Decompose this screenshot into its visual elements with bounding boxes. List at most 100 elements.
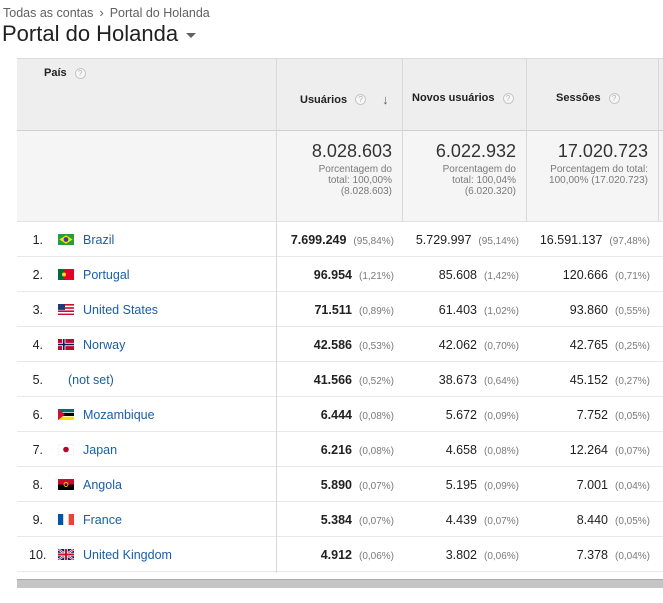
column-header-country[interactable]: País ?: [44, 67, 86, 79]
table-row: 4. Norway 42.586 (0,53%) 42.062 (0,70%) 42.765…: [17, 327, 663, 362]
users-percent: (1,21%): [358, 271, 394, 282]
column-header-new-users-label: Novos usuários: [412, 92, 495, 104]
horizontal-scrollbar[interactable]: [17, 579, 663, 588]
country-link[interactable]: United Kingdom: [83, 548, 172, 562]
new-users-value: 85.608: [438, 268, 477, 282]
sessions-percent: (0,05%): [614, 516, 650, 527]
help-circle-icon[interactable]: ?: [355, 94, 367, 105]
users-value: 42.586: [313, 338, 352, 352]
table-row: 1. Brazil 7.699.249 (95,84%) 5.729.997 (95,14…: [17, 222, 663, 257]
users-value: 7.699.249: [290, 233, 347, 247]
japan-flag-icon: [57, 443, 75, 456]
angola-flag-icon: [58, 479, 74, 490]
new-users-cell: 4.658 (0,08%): [446, 443, 519, 457]
sessions-cell: 7.378 (0,04%): [577, 548, 650, 562]
users-percent: (0,07%): [358, 481, 394, 492]
new-users-percent: (0,09%): [483, 411, 519, 422]
new-users-cell: 4.439 (0,07%): [446, 513, 519, 527]
country-link[interactable]: Japan: [83, 443, 118, 457]
country-link[interactable]: Mozambique: [83, 408, 155, 422]
arrow-down-icon[interactable]: ↓: [382, 92, 389, 107]
new-users-percent: (1,42%): [483, 271, 519, 282]
column-header-sessions-label: Sessões: [556, 92, 601, 104]
new-users-value: 5.672: [445, 408, 477, 422]
column-divider: [276, 58, 277, 573]
table-row: 6. Mozambique 6.444 (0,08%) 5.672 (0,09%) 7.75…: [17, 397, 663, 432]
sessions-value: 12.264: [569, 443, 608, 457]
new-users-cell: 61.403 (1,02%): [439, 303, 519, 317]
users-value: 4.912: [320, 548, 352, 562]
sessions-value: 7.378: [576, 548, 608, 562]
sessions-cell: 8.440 (0,05%): [577, 513, 650, 527]
table-row: 2. Portugal 96.954 (1,21%) 85.608 (1,42%) 120.…: [17, 257, 663, 292]
uk-flag-icon: [57, 548, 75, 561]
new-users-cell: 3.802 (0,06%): [446, 548, 519, 562]
norway-flag-icon: [58, 339, 74, 350]
report-table: País ? Usuários ? ↓ Novos usuários ? Ses…: [17, 58, 663, 573]
account-selector[interactable]: Portal do Holanda: [2, 21, 197, 47]
users-cell: 4.912 (0,06%): [321, 548, 394, 562]
help-circle-icon[interactable]: ?: [74, 67, 86, 79]
sessions-percent: (0,27%): [614, 376, 650, 387]
account-title[interactable]: Portal do Holanda: [2, 21, 179, 46]
sessions-value: 42.765: [569, 338, 608, 352]
help-circle-icon[interactable]: ?: [608, 92, 620, 104]
users-value: 41.566: [313, 373, 352, 387]
new-users-percent: (0,07%): [483, 516, 519, 527]
row-index: 3.: [32, 303, 43, 317]
chevron-right-icon: ›: [99, 5, 104, 20]
sessions-value: 45.152: [569, 373, 608, 387]
users-value: 5.384: [320, 513, 352, 527]
users-percent: (0,08%): [358, 411, 394, 422]
country-link[interactable]: United States: [83, 303, 159, 317]
country-link[interactable]: France: [83, 513, 122, 527]
total-sessions: 17.020.723 Porcentagem do total: 100,00%…: [532, 141, 648, 186]
country-link[interactable]: (not set): [68, 373, 114, 387]
country-link[interactable]: Brazil: [83, 233, 115, 247]
users-percent: (0,53%): [358, 341, 394, 352]
table-row: 5. (not set) 41.566 (0,52%) 38.673 (0,64%) 45.…: [17, 362, 663, 397]
new-users-cell: 42.062 (0,70%): [439, 338, 519, 352]
row-index: 5.: [32, 373, 43, 387]
sessions-cell: 12.264 (0,07%): [570, 443, 650, 457]
country-link[interactable]: Norway: [83, 338, 126, 352]
help-circle-icon[interactable]: ?: [502, 92, 514, 104]
table-row: 7. Japan 6.216 (0,08%) 4.658 (0,08%) 12.264 (0,…: [17, 432, 663, 467]
new-users-value: 4.439: [445, 513, 477, 527]
caret-down-icon[interactable]: [186, 33, 197, 38]
sessions-cell: 93.860 (0,55%): [570, 303, 650, 317]
new-users-value: 38.673: [438, 373, 477, 387]
sessions-cell: 120.666 (0,71%): [563, 268, 650, 282]
users-value: 6.216: [320, 443, 352, 457]
total-new-users-note-2: total: 100,04%: [452, 175, 516, 186]
table-row: 10. United Kingdom 4.912 (0,06%) 3.802 (0,06%…: [17, 537, 663, 572]
new-users-percent: (95,14%): [478, 236, 519, 247]
sessions-value: 16.591.137: [539, 233, 603, 247]
country-link[interactable]: Portugal: [83, 268, 130, 282]
new-users-value: 4.658: [445, 443, 477, 457]
total-users-note-1: Porcentagem do: [318, 164, 392, 175]
users-cell: 96.954 (1,21%): [314, 268, 394, 282]
column-header-sessions[interactable]: Sessões ?: [556, 92, 620, 104]
france-flag-icon: [58, 514, 74, 525]
table-row: 3. United States 71.511 (0,89%) 61.403 (1,02%…: [17, 292, 663, 327]
sessions-value: 7.752: [576, 408, 608, 422]
sessions-percent: (0,07%): [614, 446, 650, 457]
new-users-cell: 5.729.997 (95,14%): [416, 233, 519, 247]
users-cell: 71.511 (0,89%): [314, 303, 394, 317]
new-users-cell: 38.673 (0,64%): [439, 373, 519, 387]
breadcrumb-current[interactable]: Portal do Holanda: [109, 5, 210, 20]
users-percent: (0,08%): [358, 446, 394, 457]
new-users-cell: 5.195 (0,09%): [446, 478, 519, 492]
users-cell: 7.699.249 (95,84%): [291, 233, 394, 247]
breadcrumb-root[interactable]: Todas as contas: [3, 5, 94, 20]
column-header-new-users[interactable]: Novos usuários ?: [412, 92, 514, 104]
total-sessions-note-1: Porcentagem do total:: [550, 164, 648, 175]
new-users-percent: (0,06%): [483, 551, 519, 562]
column-divider: [658, 58, 659, 222]
country-link[interactable]: Angola: [83, 478, 122, 492]
row-index: 10.: [29, 548, 47, 562]
sessions-value: 93.860: [569, 303, 608, 317]
table-row: 9. France 5.384 (0,07%) 4.439 (0,07%) 8.440 (0,…: [17, 502, 663, 537]
column-header-users[interactable]: Usuários ? ↓: [300, 92, 389, 107]
